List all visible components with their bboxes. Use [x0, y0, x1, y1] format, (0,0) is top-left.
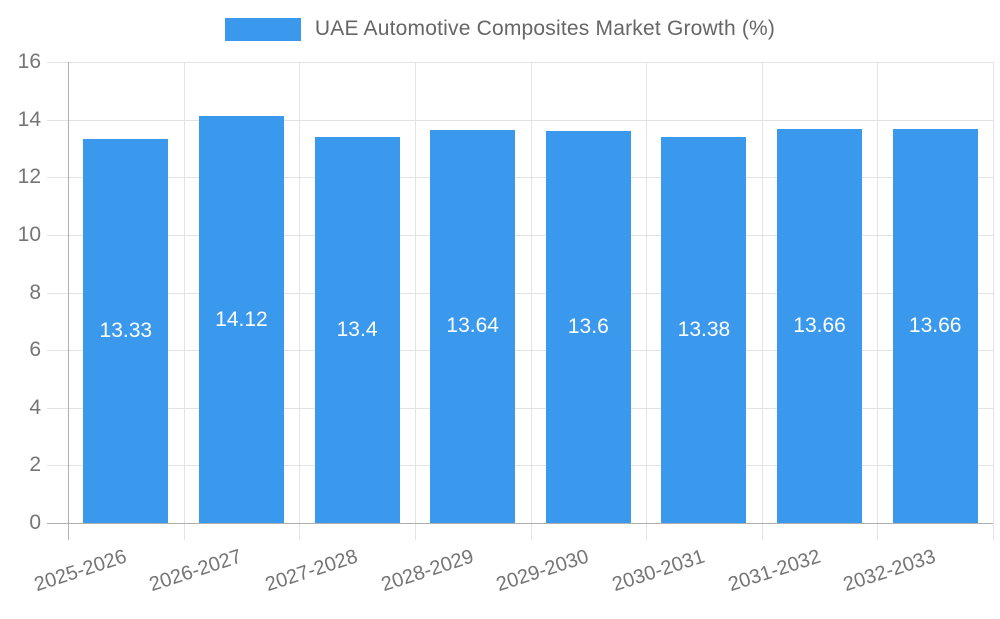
bar-value-label: 13.33 [99, 318, 153, 342]
x-axis-line [47, 523, 993, 524]
y-tick-label: 2 [29, 453, 41, 477]
bar-value-label: 13.4 [336, 317, 378, 341]
y-tick-label: 14 [17, 107, 41, 131]
y-tick-label: 10 [17, 222, 41, 246]
y-gridline [47, 350, 993, 352]
bar-value-label: 13.64 [446, 314, 499, 338]
y-tick-label: 0 [29, 511, 41, 534]
bar[interactable]: 13.4 [314, 136, 400, 523]
y-tick-label: 8 [29, 280, 41, 304]
plot-area: 0 2 4 6 8 10 12 14 16 13.33 2025-2026 14.12 2026-202… [17, 50, 994, 596]
x-gridline [530, 62, 532, 540]
bar[interactable]: 13.64 [430, 129, 516, 523]
x-gridline [183, 62, 185, 540]
y-tick-label: 4 [29, 395, 41, 419]
y-axis-line [68, 62, 69, 540]
x-gridline [299, 62, 301, 540]
y-gridline [47, 465, 993, 467]
bar-value-label: 14.12 [215, 307, 268, 331]
chart-legend[interactable]: UAE Automotive Composites Market Growth … [0, 17, 1000, 41]
y-gridline [47, 407, 993, 409]
bar[interactable]: 13.66 [777, 129, 863, 523]
y-tick-label: 6 [29, 338, 41, 362]
x-gridline [993, 62, 994, 540]
bar-value-label: 13.38 [677, 318, 731, 342]
bar-value-label: 13.6 [567, 315, 609, 339]
bar[interactable]: 13.33 [83, 138, 169, 523]
y-gridline [47, 119, 993, 121]
x-gridline [761, 62, 763, 540]
bar[interactable]: 13.6 [545, 131, 631, 523]
y-gridline [47, 292, 993, 294]
bar[interactable]: 13.38 [661, 137, 747, 523]
y-gridline [47, 62, 993, 63]
x-gridline [877, 62, 879, 540]
legend-swatch[interactable] [224, 17, 301, 41]
bar-value-label: 13.66 [793, 314, 846, 338]
y-tick-label: 16 [17, 50, 41, 73]
x-gridline [414, 62, 416, 540]
y-gridline [47, 234, 993, 236]
bar-chart: UAE Automotive Composites Market Growth … [0, 17, 1000, 596]
y-tick-label: 12 [17, 165, 41, 189]
bar[interactable]: 14.12 [198, 116, 284, 523]
bar-value-label: 13.66 [908, 314, 962, 338]
x-gridline [646, 62, 648, 540]
y-gridline [47, 177, 993, 179]
bar[interactable]: 13.66 [892, 129, 978, 523]
legend-label: UAE Automotive Composites Market Growth … [314, 17, 776, 40]
